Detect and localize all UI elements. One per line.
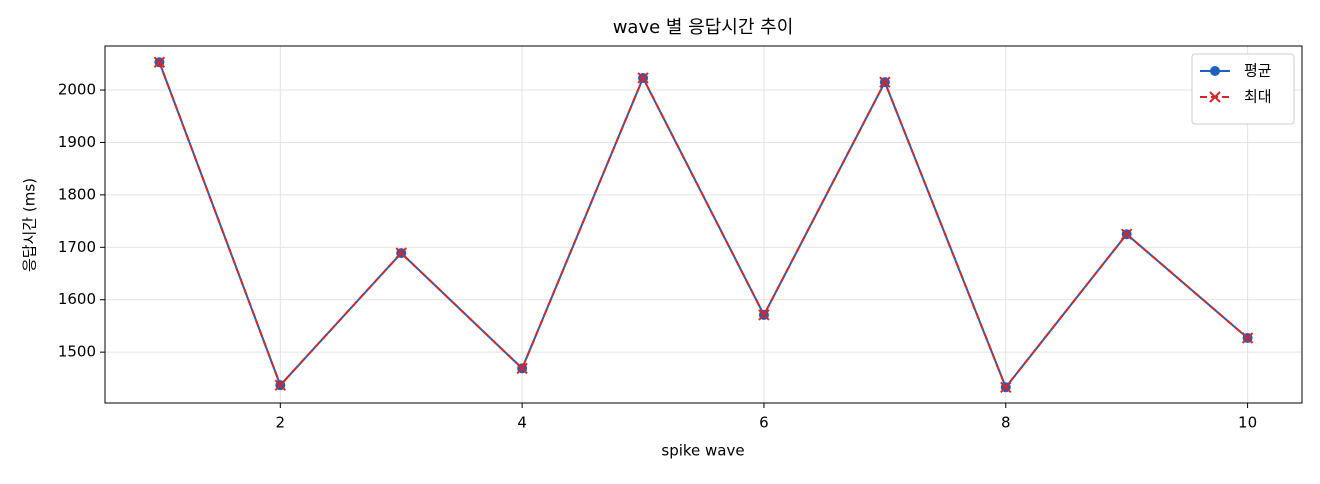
y-tick-label: 1600: [58, 290, 96, 308]
marker-shape: [758, 309, 770, 321]
marker: [1209, 91, 1221, 103]
y-tick-label: 1700: [58, 238, 96, 256]
marker: [274, 379, 287, 391]
marker-shape: [516, 362, 528, 375]
marker-shape: [153, 56, 166, 68]
y-axis-label: 응답시간 (ms): [21, 178, 39, 272]
series-line: [158, 61, 1249, 390]
marker-shape: [274, 379, 287, 391]
marker-shape: [1120, 228, 1133, 240]
marker: [1210, 66, 1220, 76]
marker-shape: [879, 76, 891, 88]
x-tick-label: 2: [276, 414, 286, 432]
x-tick-label: 4: [517, 414, 527, 432]
marker-shape: [395, 247, 407, 259]
marker: [395, 247, 407, 259]
marker-shape: [637, 72, 649, 84]
x-axis-label: spike wave: [661, 442, 744, 460]
plot-frame: [104, 45, 1303, 404]
x-tick-label: 6: [759, 414, 769, 432]
marker: [879, 76, 891, 88]
marker: [1000, 381, 1012, 393]
y-tick-label: 1900: [58, 133, 96, 151]
marker: [1120, 228, 1133, 240]
marker: [758, 309, 770, 321]
marker: [1241, 332, 1254, 344]
x-tick-label: 8: [1001, 414, 1011, 432]
marker: [153, 56, 166, 68]
legend-box: [1191, 53, 1295, 125]
y-tick-label: 2000: [58, 81, 96, 99]
y-tick-label: 1500: [58, 343, 96, 361]
legend-label: 최대: [1244, 88, 1272, 106]
legend-label: 평균: [1244, 62, 1272, 80]
marker: [637, 72, 649, 84]
marker-shape: [1241, 332, 1254, 344]
marker: [516, 362, 528, 375]
x-tick-label: 10: [1238, 414, 1257, 432]
y-tick-label: 1800: [58, 185, 96, 203]
chart-title: wave 별 응답시간 추이: [613, 17, 794, 38]
marker-shape: [1209, 91, 1221, 103]
marker-shape: [1000, 381, 1012, 393]
